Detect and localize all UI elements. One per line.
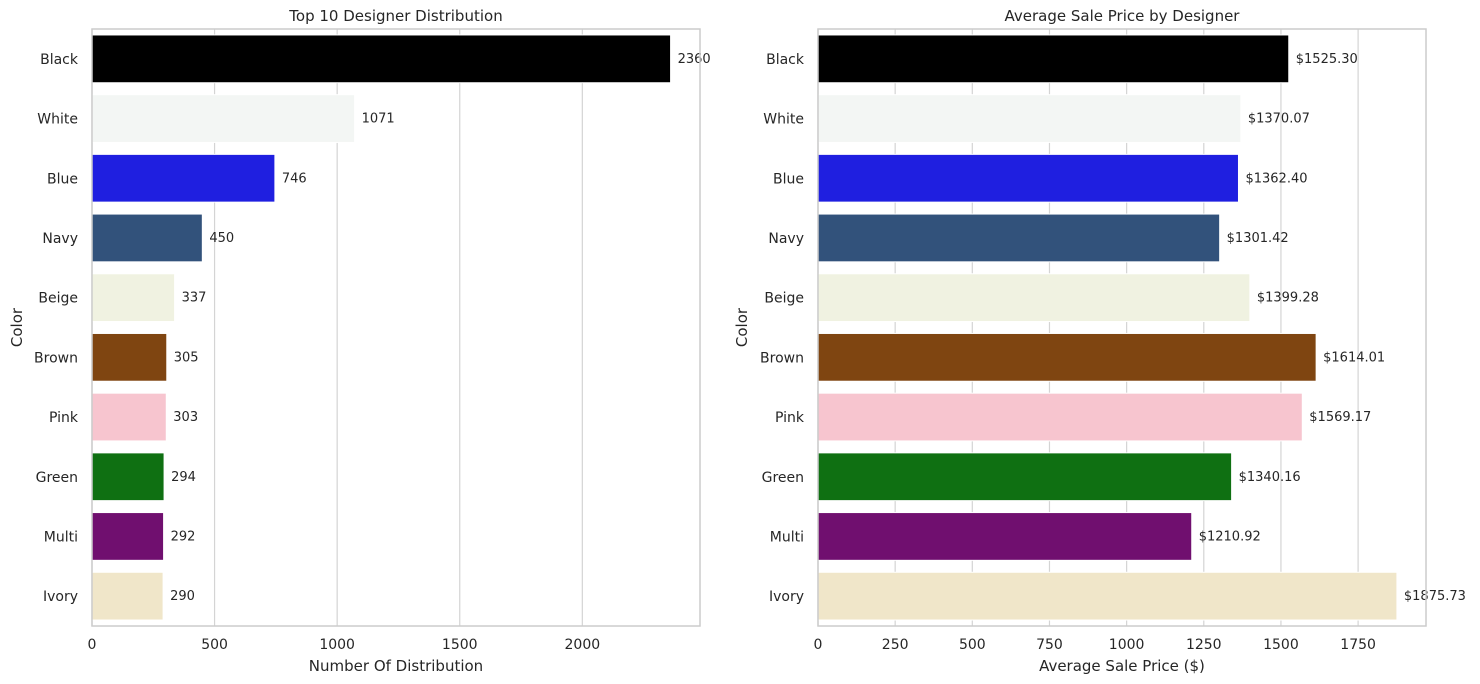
y-tick-label: Ivory: [769, 589, 804, 605]
x-tick-label: 1000: [319, 637, 355, 653]
bar-blue: [91, 153, 276, 203]
x-tick-label: 0: [88, 637, 97, 653]
plot-frame: [91, 28, 701, 627]
x-tick-label: 250: [882, 637, 909, 653]
y-tick-label: Pink: [775, 410, 805, 426]
bar-value-label: 290: [170, 589, 195, 604]
y-tick-label: Beige: [38, 291, 78, 307]
y-tick-label: Brown: [34, 350, 78, 366]
bar-value-label: 337: [182, 291, 207, 306]
x-axis-label: Number Of Distribution: [309, 657, 483, 675]
distribution-chart: Black 2360 White 1071 Blue 746 Navy 450 Beige 337…: [8, 7, 711, 675]
x-tick-label: 2000: [565, 637, 601, 653]
bar-value-label: $1614.01: [1323, 350, 1385, 365]
bar-value-label: $1340.16: [1239, 470, 1301, 485]
x-tick-label: 0: [814, 637, 823, 653]
x-tick-label: 500: [201, 637, 228, 653]
x-axis-label: Average Sale Price ($): [1039, 657, 1205, 675]
bar-value-label: 305: [174, 350, 199, 365]
bar-beige: [817, 273, 1251, 323]
y-tick-label: Multi: [44, 529, 78, 545]
bar-pink: [91, 392, 167, 442]
y-tick-label: Black: [40, 52, 79, 68]
bar-value-label: $1399.28: [1257, 291, 1319, 306]
x-tick-label: 500: [959, 637, 986, 653]
bar-white: [817, 94, 1242, 143]
bar-black: [91, 34, 672, 84]
bar-value-label: 303: [173, 410, 198, 425]
bar-value-label: $1362.40: [1245, 171, 1307, 186]
chart-title: Top 10 Designer Distribution: [288, 7, 502, 25]
avg-price-chart: Black $1525.30 White $1370.07 Blue $1362.40 Na…: [733, 7, 1466, 675]
y-axis-label: Color: [733, 307, 751, 347]
bar-value-label: 294: [171, 470, 196, 485]
y-tick-label: Blue: [773, 171, 804, 187]
bar-value-label: $1525.30: [1296, 52, 1358, 67]
bar-multi: [817, 512, 1193, 561]
bar-value-label: 2360: [678, 52, 711, 67]
x-tick-label: 1500: [442, 637, 478, 653]
y-tick-label: Navy: [42, 231, 78, 247]
bar-brown: [91, 332, 168, 382]
bar-value-label: 1071: [362, 112, 395, 127]
bar-value-label: $1569.17: [1309, 410, 1371, 425]
plot-frame: [817, 28, 1427, 627]
bar-ivory: [817, 571, 1398, 621]
bar-value-label: 450: [209, 231, 234, 246]
y-tick-label: Pink: [49, 410, 79, 426]
bar-ivory: [91, 571, 164, 621]
bar-value-label: 292: [171, 529, 196, 544]
bar-black: [817, 34, 1290, 84]
bar-value-label: $1875.73: [1404, 589, 1466, 604]
y-tick-label: Multi: [770, 529, 804, 545]
x-tick-label: 1750: [1340, 637, 1376, 653]
bar-green: [91, 452, 165, 502]
bar-pink: [817, 392, 1303, 442]
x-tick-label: 1250: [1186, 637, 1222, 653]
y-axis-label: Color: [8, 307, 26, 347]
y-tick-label: White: [37, 112, 78, 128]
bar-value-label: $1370.07: [1248, 112, 1310, 127]
bar-navy: [91, 213, 203, 263]
bar-value-label: 746: [282, 171, 307, 186]
x-tick-label: 1500: [1263, 637, 1299, 653]
y-tick-label: Green: [762, 470, 804, 486]
y-tick-label: Navy: [768, 231, 804, 247]
y-tick-label: White: [763, 112, 804, 128]
bar-blue: [817, 153, 1239, 203]
y-tick-label: Black: [766, 52, 805, 68]
bar-white: [91, 94, 356, 143]
bar-navy: [817, 213, 1221, 263]
bar-brown: [817, 332, 1317, 382]
y-tick-label: Blue: [47, 171, 78, 187]
bar-value-label: $1210.92: [1199, 529, 1261, 544]
bar-green: [817, 452, 1233, 502]
chart-title: Average Sale Price by Designer: [1005, 7, 1241, 25]
x-tick-label: 750: [1036, 637, 1063, 653]
y-tick-label: Brown: [760, 350, 804, 366]
x-tick-label: 1000: [1109, 637, 1145, 653]
y-tick-label: Ivory: [43, 589, 78, 605]
bar-beige: [91, 273, 176, 323]
y-tick-label: Green: [36, 470, 78, 486]
bar-value-label: $1301.42: [1227, 231, 1289, 246]
y-tick-label: Beige: [764, 291, 804, 307]
bar-multi: [91, 512, 165, 561]
